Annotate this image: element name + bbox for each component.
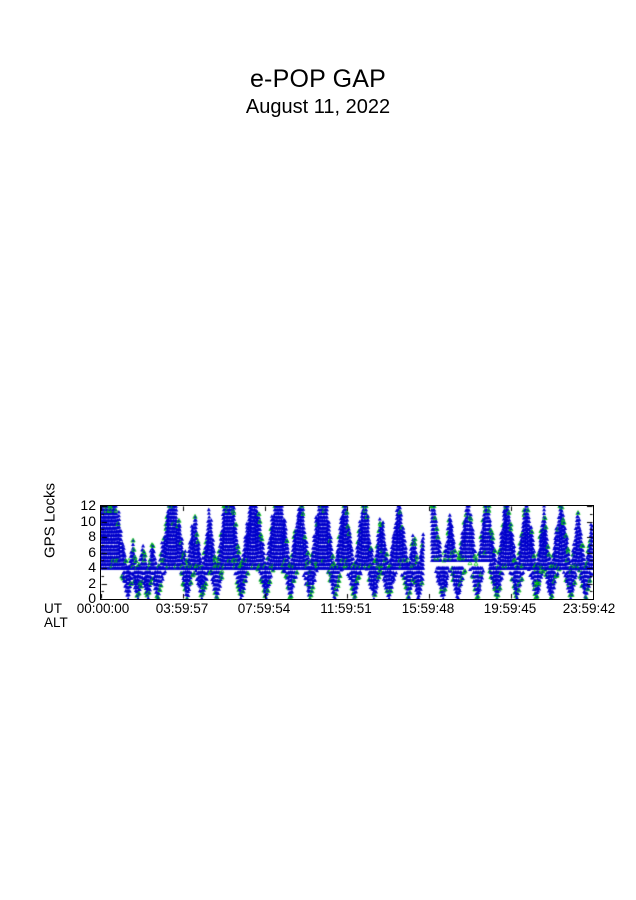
alt-row-label: ALT xyxy=(44,615,68,630)
chart-title-block: e-POP GAP August 11, 2022 xyxy=(0,64,636,119)
y-axis-tick-label: 6 xyxy=(88,543,96,560)
x-axis-tick-label: 11:59:51 xyxy=(320,601,372,616)
x-axis-tick-labels: 00:00:00 03:59:57 07:59:54 11:59:51 15:59:48… xyxy=(0,601,636,617)
plot-canvas xyxy=(101,506,593,599)
y-axis-tick-label: 0 xyxy=(88,590,96,606)
x-axis-tick-label: 07:59:54 xyxy=(237,601,291,616)
y-axis-tick-labels: 12 10 8 6 4 2 0 xyxy=(70,498,96,608)
gps-locks-scatter-plot xyxy=(100,505,594,600)
ut-row-label: UT xyxy=(44,601,62,616)
x-axis-tick-label: 03:59:57 xyxy=(155,601,209,616)
y-axis-tick-label: 12 xyxy=(80,497,96,513)
x-axis-tick-label: 19:59:45 xyxy=(483,601,537,616)
y-axis-tick-label: 10 xyxy=(80,512,96,529)
page-title: e-POP GAP xyxy=(249,65,387,93)
y-axis-tick-label: 2 xyxy=(88,574,96,591)
x-axis-tick-label: 00:00:00 xyxy=(76,601,130,616)
y-axis-label: GPS Locks xyxy=(41,482,59,559)
x-axis-tick-label: 15:59:48 xyxy=(401,601,455,616)
y-axis-tick-label: 8 xyxy=(88,528,96,544)
axis-row-labels: UT ALT xyxy=(44,601,104,633)
y-axis-tick-label: 4 xyxy=(88,559,96,575)
chart-subtitle: August 11, 2022 xyxy=(245,96,391,118)
x-axis-tick-label: 23:59:42 xyxy=(562,601,616,616)
